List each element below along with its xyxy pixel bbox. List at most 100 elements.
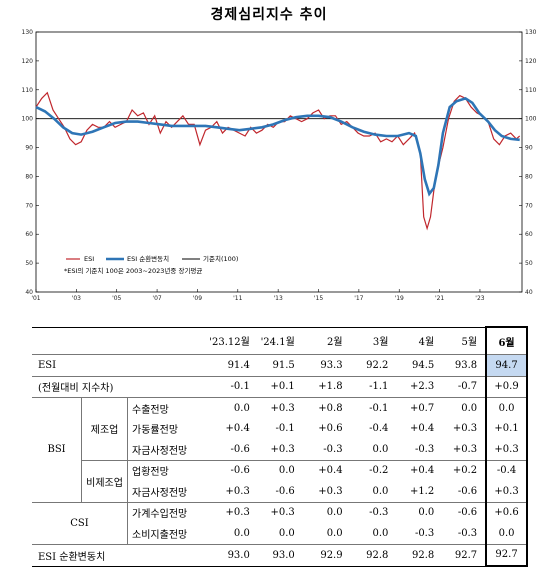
- table-cell: -0.6: [442, 501, 487, 523]
- table-cell: 93.0: [257, 543, 303, 567]
- table-row: ESI 91.4 91.5 93.3 92.2 94.5 93.8 94.7: [32, 354, 528, 376]
- table-cell: -0.3: [323, 443, 343, 455]
- legend: ESI ESI 순환변동치 기준치(100) *ESI의 기준치 100은 20…: [64, 254, 238, 275]
- esi-cycle-series-line: [35, 96, 520, 197]
- col-header: '24.1월: [257, 326, 303, 355]
- table-cell: -0.3: [414, 527, 435, 539]
- table-row: ESI 순환변동치 93.0 93.0 92.9 92.8 92.8 92.7 …: [32, 543, 528, 567]
- table-row: 가동률전망 +0.4 -0.1 +0.6 -0.4 +0.4 +0.3 +0.1: [32, 418, 528, 439]
- y-tick-label-right: 50: [525, 260, 533, 267]
- col-header-current: 6월: [485, 326, 528, 355]
- table-cell: -0.3: [414, 443, 435, 455]
- table-cell: -0.7: [442, 375, 487, 398]
- y-tick-label-right: 100: [525, 116, 537, 123]
- table-cell-current: +0.3: [485, 439, 528, 460]
- y-tick-label-left: 50: [25, 260, 33, 267]
- row-label: 소비지출전망: [132, 529, 188, 541]
- table-cell: +0.4: [409, 423, 435, 435]
- table-cell: 0.0: [278, 527, 295, 539]
- x-tick-label: '09: [193, 295, 202, 302]
- table-row: (전월대비 지수차) -0.1 +0.1 +1.8 -1.1 +2.3 -0.7…: [32, 375, 528, 398]
- x-tick-label: '05: [112, 295, 121, 302]
- table-cell: -0.1: [350, 397, 397, 419]
- table-cell: +0.3: [209, 501, 258, 523]
- x-tick-label: '17: [354, 295, 363, 302]
- y-tick-label-left: 90: [25, 145, 33, 152]
- table-cell: 93.8: [442, 354, 487, 376]
- group-label-manufacturing: 제조업: [81, 397, 129, 460]
- y-tick-label-right: 130: [525, 29, 537, 36]
- table-cell: +0.8: [302, 397, 351, 419]
- plot-frame: [35, 31, 523, 293]
- col-header: 5월: [442, 326, 487, 355]
- col-header: 4월: [396, 326, 443, 355]
- table-cell: +0.3: [318, 485, 343, 497]
- col-header: 2월: [302, 326, 351, 355]
- y-tick-label-left: 70: [25, 202, 33, 209]
- table-row: 소비지출전망 0.0 0.0 0.0 0.0 -0.3 -0.3 0.0: [32, 523, 528, 544]
- table-cell: -0.2: [350, 459, 397, 481]
- chart-title: 경제심리지수 추이: [210, 7, 328, 23]
- row-label: 수출전망: [127, 397, 210, 419]
- table-cell: 0.0: [396, 501, 443, 523]
- table-cell: -0.3: [457, 527, 478, 539]
- table-cell: 94.5: [396, 354, 443, 376]
- table-cell: 0.0: [302, 501, 351, 523]
- table-cell: 0.0: [372, 485, 389, 497]
- table-cell: 93.3: [302, 354, 351, 376]
- table-header-row: '23.12월 '24.1월 2월 3월 4월 5월 6월: [32, 326, 528, 355]
- group-label-non-manufacturing: 비제조업: [81, 459, 129, 502]
- y-tick-label-left: 110: [22, 87, 34, 94]
- table-cell: +0.2: [442, 459, 487, 481]
- table-cell: 91.4: [209, 354, 258, 376]
- row-label: 자금사정전망: [132, 487, 188, 499]
- table-cell: 92.2: [350, 354, 397, 376]
- table-cell: 0.0: [209, 397, 258, 419]
- col-header: 3월: [350, 326, 397, 355]
- row-label-esi-diff: (전월대비 지수차): [32, 375, 210, 398]
- table-cell: 0.0: [372, 527, 389, 539]
- table-cell: -0.6: [230, 443, 250, 455]
- data-table: '23.12월 '24.1월 2월 3월 4월 5월 6월 ESI 91.4 9…: [32, 326, 528, 567]
- table-cell: 93.0: [209, 543, 258, 567]
- table-cell: 92.9: [302, 543, 351, 567]
- col-header: '23.12월: [209, 326, 258, 355]
- y-tick-label-left: 120: [22, 58, 34, 65]
- table-cell: 0.0: [257, 459, 303, 481]
- y-tick-label-left: 130: [22, 29, 34, 36]
- row-label: 가동률전망: [132, 425, 179, 437]
- table-cell: +0.4: [396, 459, 443, 481]
- table-cell: -1.1: [350, 375, 397, 398]
- table-cell: +0.3: [452, 443, 478, 455]
- table-cell-current: -0.4: [485, 459, 528, 481]
- table-cell: 92.7: [442, 543, 487, 567]
- table-cell: +0.3: [257, 501, 303, 523]
- group-label-bsi: BSI: [32, 397, 83, 502]
- table-row: 비제조업 업황전망 -0.6 0.0 +0.4 -0.2 +0.4 +0.2 -…: [32, 459, 528, 502]
- chart-note: *ESI의 기준치 100은 2003~2023년중 장기평균: [64, 266, 202, 275]
- x-tick-label: '03: [72, 295, 81, 302]
- legend-esi-cycle-label: ESI 순환변동치: [127, 254, 169, 263]
- y-tick-label-right: 70: [525, 202, 533, 209]
- x-tick-label: '11: [233, 295, 242, 302]
- table-cell: +0.7: [396, 397, 443, 419]
- table-cell: -0.4: [369, 423, 389, 435]
- group-label-csi: CSI: [32, 501, 129, 544]
- table-cell-current: 94.7: [485, 354, 528, 376]
- table-cell: 92.8: [396, 543, 443, 567]
- table-cell: -0.3: [350, 501, 397, 523]
- y-tick-label-right: 90: [525, 145, 533, 152]
- y-tick-label-right: 60: [525, 231, 533, 238]
- table-cell: +0.1: [257, 375, 303, 398]
- table-cell: -0.1: [275, 423, 295, 435]
- table-cell: +0.3: [270, 443, 295, 455]
- x-tick-label: '13: [274, 295, 283, 302]
- table-cell: +1.2: [409, 485, 435, 497]
- table-cell: 91.5: [257, 354, 303, 376]
- chart-svg: 130 120 110 100 90 80 70 60 50 40 130 120 110 100 90 8…: [22, 29, 537, 302]
- table-cell: 0.0: [326, 527, 343, 539]
- x-tick-label: '21: [435, 295, 444, 302]
- table-cell: +0.4: [302, 459, 351, 481]
- table-cell: +2.3: [396, 375, 443, 398]
- table-cell: +1.8: [302, 375, 351, 398]
